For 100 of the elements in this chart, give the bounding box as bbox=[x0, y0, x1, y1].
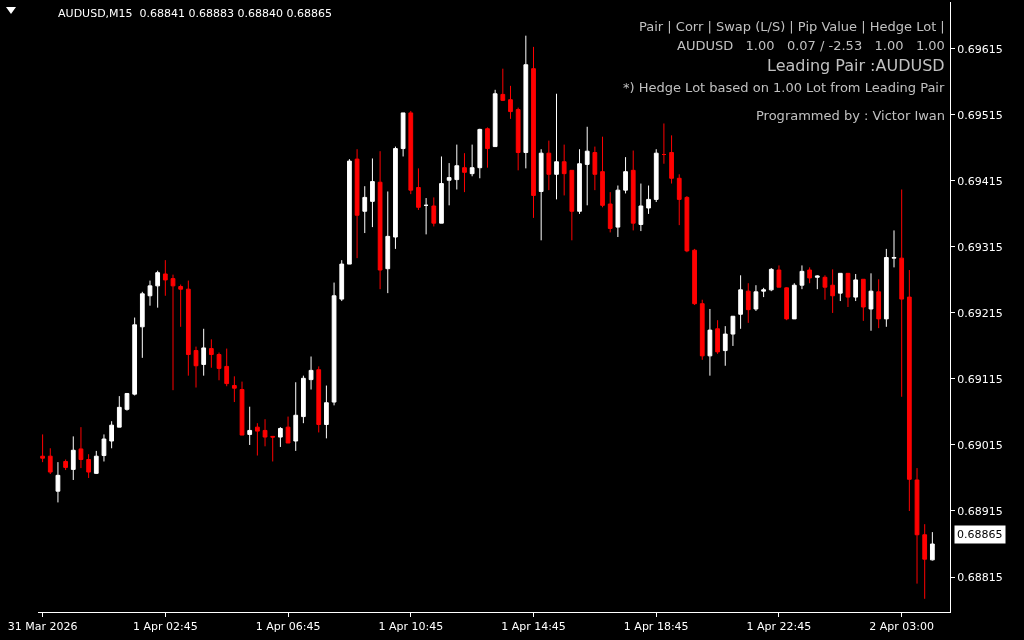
x-tick-label: 1 Apr 02:45 bbox=[132, 620, 198, 634]
candlestick bbox=[331, 282, 337, 406]
candlestick bbox=[400, 112, 406, 157]
text: 0.68865 bbox=[957, 528, 1003, 541]
candlestick bbox=[431, 196, 437, 227]
candlestick bbox=[116, 395, 122, 428]
candlestick bbox=[224, 348, 230, 387]
candlestick bbox=[362, 185, 368, 234]
candlestick bbox=[791, 282, 797, 320]
candlestick bbox=[745, 282, 751, 324]
candlestick bbox=[554, 93, 559, 200]
candlestick bbox=[822, 274, 828, 301]
candlestick bbox=[584, 126, 590, 206]
candlestick bbox=[78, 426, 84, 469]
candlestick bbox=[178, 284, 184, 328]
annotation: AUDUSD 1.00 0.07 / -2.53 1.00 1.00 bbox=[677, 38, 945, 53]
candlestick bbox=[339, 259, 345, 302]
candlestick bbox=[653, 148, 659, 203]
candlestick bbox=[485, 126, 490, 169]
candlestick bbox=[500, 68, 506, 102]
candlestick bbox=[254, 422, 260, 457]
y-tick-label: 0.69015 bbox=[957, 438, 1003, 452]
y-tick-label: 0.69315 bbox=[957, 240, 1003, 254]
candlestick bbox=[508, 85, 513, 120]
candlestick bbox=[354, 148, 360, 259]
candlestick bbox=[193, 346, 199, 389]
y-tick-label: 0.69215 bbox=[957, 306, 1003, 320]
candlestick bbox=[837, 272, 843, 302]
candlestick bbox=[316, 365, 322, 433]
candlestick bbox=[147, 280, 153, 307]
candlestick bbox=[561, 144, 567, 196]
candlestick bbox=[538, 148, 544, 241]
candlestick bbox=[784, 286, 789, 321]
candlestick bbox=[860, 278, 866, 322]
candlestick bbox=[439, 155, 444, 224]
candlestick bbox=[722, 325, 728, 367]
candlestick bbox=[385, 190, 391, 294]
candlestick bbox=[155, 270, 161, 309]
candlestick bbox=[370, 157, 375, 228]
candlestick bbox=[55, 461, 61, 503]
candlestick bbox=[324, 385, 329, 439]
candlestick bbox=[63, 459, 68, 471]
candlestick bbox=[876, 278, 882, 329]
candlestick bbox=[899, 188, 905, 398]
y-tick-label: 0.68915 bbox=[957, 504, 1003, 518]
candlestick bbox=[692, 248, 697, 306]
candlestick bbox=[270, 435, 276, 462]
candlestick bbox=[730, 315, 736, 347]
y-tick-label: 0.69615 bbox=[957, 42, 1003, 56]
candlestick bbox=[86, 453, 91, 479]
candlestick bbox=[462, 152, 467, 193]
annotation: Programmed by : Victor Iwan bbox=[756, 108, 946, 123]
candlestick bbox=[592, 146, 598, 191]
candlestick bbox=[40, 433, 45, 463]
candlestick bbox=[231, 375, 237, 403]
x-tick-label: 1 Apr 14:45 bbox=[501, 620, 566, 634]
text: AUDUSD,M15 0.68841 0.68883 0.68840 0.68865 bbox=[58, 7, 333, 21]
candlestick bbox=[285, 416, 291, 444]
candlestick bbox=[807, 266, 813, 284]
candlestick bbox=[853, 273, 859, 302]
candlestick bbox=[124, 392, 130, 412]
candlestick bbox=[492, 89, 498, 148]
y-tick-label: 0.69115 bbox=[957, 372, 1003, 386]
candlestick bbox=[883, 248, 889, 328]
candlestick bbox=[523, 35, 529, 169]
candlestick bbox=[101, 433, 107, 462]
candlestick bbox=[814, 274, 820, 290]
candlestick bbox=[185, 280, 191, 377]
x-tick-label: 1 Apr 10:45 bbox=[378, 620, 444, 634]
candlestick bbox=[615, 185, 621, 238]
candlestick bbox=[70, 435, 76, 481]
candlestick bbox=[922, 523, 928, 600]
candlestick bbox=[546, 140, 552, 191]
candlestick bbox=[845, 272, 851, 308]
annotation: Pair | Corr | Swap (L/S) | Pip Value | Hedge Lot | bbox=[639, 19, 945, 34]
y-tick-label: 0.68815 bbox=[957, 570, 1003, 584]
candlestick bbox=[377, 150, 383, 290]
annotation: Leading Pair :AUDUSD bbox=[767, 56, 945, 75]
candlestick bbox=[623, 156, 628, 194]
candlestick bbox=[600, 136, 605, 208]
candlestick bbox=[393, 146, 398, 250]
y-tick-label: 0.69515 bbox=[957, 108, 1003, 122]
candlestick bbox=[768, 267, 774, 292]
candlestick bbox=[216, 352, 222, 381]
candlestick bbox=[661, 122, 667, 165]
x-tick-label: 1 Apr 22:45 bbox=[746, 620, 812, 634]
candlestick bbox=[301, 375, 306, 424]
candlestick bbox=[738, 274, 743, 330]
candlestick bbox=[308, 356, 314, 391]
candlestick bbox=[914, 467, 920, 585]
candlestick bbox=[293, 381, 299, 452]
candlestick bbox=[454, 144, 460, 190]
candlestick bbox=[929, 531, 935, 562]
candlestick bbox=[761, 287, 766, 298]
candlestick bbox=[201, 328, 207, 377]
x-tick-label: 2 Apr 03:00 bbox=[869, 620, 935, 634]
candlestick bbox=[416, 167, 421, 211]
candlestick bbox=[262, 418, 268, 447]
candlestick bbox=[577, 148, 582, 215]
candlestick bbox=[699, 299, 705, 361]
